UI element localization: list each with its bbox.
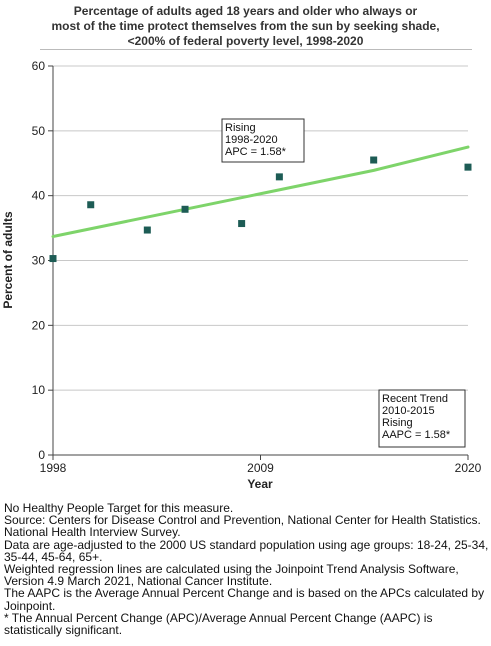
data-point bbox=[464, 163, 472, 171]
chart-plot: 0 10 20 30 40 50 60 1998 2009 2020 Year Percent o… bbox=[1, 59, 482, 491]
data-point bbox=[143, 226, 151, 234]
data-point bbox=[181, 205, 189, 213]
chart-title-line: <200% of federal poverty level, 1998-202… bbox=[127, 34, 364, 48]
chart-title-line: most of the time protect themselves from… bbox=[51, 19, 440, 33]
y-tick-label: 60 bbox=[32, 59, 46, 73]
data-point bbox=[238, 220, 246, 228]
x-tick-label: 2009 bbox=[247, 461, 274, 475]
y-tick-label: 30 bbox=[32, 254, 46, 268]
annotation-text: Rising bbox=[225, 122, 256, 134]
y-tick-label: 20 bbox=[32, 318, 46, 332]
annotation-text: APC = 1.58* bbox=[225, 146, 287, 158]
footnote: Weighted regression lines are calculated… bbox=[4, 562, 459, 589]
x-axis-label: Year bbox=[247, 477, 273, 491]
footnotes: No Healthy People Target for this measur… bbox=[4, 502, 490, 636]
title-divider bbox=[40, 49, 472, 50]
x-tick-label: 1998 bbox=[40, 461, 67, 475]
annotation-text: AAPC = 1.58* bbox=[382, 429, 451, 441]
data-point bbox=[275, 173, 283, 181]
y-tick-label: 50 bbox=[32, 124, 46, 138]
annotation-frame bbox=[221, 118, 305, 163]
trend-line bbox=[51, 145, 470, 239]
annotation-text: Recent Trend bbox=[382, 393, 448, 405]
y-tick-label: 40 bbox=[32, 189, 46, 203]
footnote: Source: Centers for Disease Control and … bbox=[4, 513, 481, 540]
annotation-text: 2010-2015 bbox=[382, 405, 435, 417]
data-point bbox=[49, 255, 57, 263]
footnote: Data are age-adjusted to the 2000 US sta… bbox=[4, 537, 489, 564]
annotation-frame bbox=[378, 389, 466, 448]
footnote: The AAPC is the Average Annual Percent C… bbox=[4, 586, 485, 613]
annotation-text: Rising bbox=[382, 417, 413, 429]
y-tick-label: 0 bbox=[38, 448, 45, 462]
chart-title: Percentage of adults aged 18 years and o… bbox=[0, 4, 491, 49]
trend-line-path bbox=[51, 145, 470, 239]
y-axis-label: Percent of adults bbox=[1, 211, 15, 309]
tick-labels: 0 10 20 30 40 50 60 1998 2009 2020 bbox=[32, 59, 482, 475]
chart-title-line: Percentage of adults aged 18 years and o… bbox=[73, 4, 418, 18]
y-tick-label: 10 bbox=[32, 383, 46, 397]
x-tick-label: 2020 bbox=[455, 461, 482, 475]
footnote: No Healthy People Target for this measur… bbox=[4, 501, 234, 515]
annotation-text: 1998-2020 bbox=[225, 134, 278, 146]
grid-lines bbox=[53, 65, 468, 391]
data-point bbox=[370, 156, 378, 164]
footnote: * The Annual Percent Change (APC)/Averag… bbox=[4, 610, 433, 638]
data-points bbox=[49, 156, 472, 263]
data-point bbox=[87, 201, 95, 209]
